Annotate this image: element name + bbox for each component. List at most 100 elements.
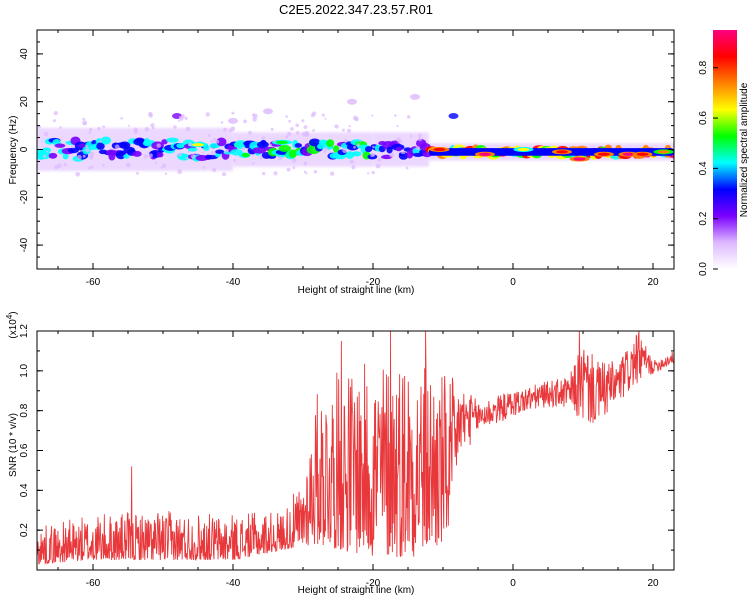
band-peak-core (622, 152, 635, 156)
speckle (273, 171, 278, 176)
speckle (154, 161, 158, 164)
speckle (328, 150, 332, 154)
speckle (59, 126, 62, 129)
speckle (389, 152, 395, 158)
band-blob (187, 147, 198, 152)
speckle (185, 126, 191, 132)
y-tick-label: -40 (19, 237, 30, 252)
speckle (396, 137, 401, 142)
speckle (321, 113, 325, 117)
speckle (127, 124, 131, 127)
speckle (220, 121, 224, 124)
speckle (52, 119, 56, 123)
speckle (311, 111, 317, 116)
band-blob (100, 136, 112, 145)
speckle (230, 126, 236, 132)
speckle (259, 156, 264, 160)
speckle (133, 130, 138, 135)
band-blob (48, 152, 58, 159)
speckle (353, 145, 356, 149)
scatter-blob (347, 98, 357, 105)
band-blob (398, 152, 409, 160)
speckle (241, 147, 246, 151)
spectrogram-x-label: Height of straight line (km) (298, 285, 415, 296)
colorbar-tick-label: 0.8 (698, 60, 709, 74)
speckle (396, 124, 399, 127)
band-blob (215, 149, 225, 154)
speckle (207, 134, 211, 137)
snr-y-label: SNR (10 * v/v) (8, 413, 19, 477)
speckle (181, 114, 185, 118)
speckle (377, 157, 382, 162)
band-blob (326, 139, 335, 148)
y-tick-label: 1.0 (19, 363, 30, 377)
speckle (231, 111, 235, 115)
band-blob (204, 154, 219, 160)
speckle (161, 163, 167, 168)
speckle (187, 150, 191, 153)
speckle (323, 149, 327, 153)
speckle (75, 171, 81, 177)
speckle (126, 162, 131, 168)
snr-chart: -60 -40 -20 0 20 0.2 0.4 0.6 0.8 1.0 1.2 Height o… (5, 311, 675, 596)
band-peak-core (636, 152, 649, 156)
band-peak-core (192, 143, 204, 147)
speckle (288, 119, 292, 123)
speckle (417, 137, 423, 142)
y-tick-label: 1.2 (19, 324, 30, 338)
x-tick-label: -20 (366, 277, 381, 288)
speckle (114, 144, 120, 150)
speckle (207, 152, 210, 156)
scatter-blob (448, 113, 459, 120)
speckle (210, 140, 214, 144)
speckle (394, 114, 397, 117)
band-peak-core (276, 140, 288, 144)
speckle (184, 116, 188, 121)
speckle (372, 145, 375, 149)
speckle (65, 142, 68, 145)
speckle (224, 150, 227, 154)
speckle (277, 155, 283, 161)
speckle (406, 115, 411, 119)
speckle (252, 162, 255, 165)
band-blob (260, 139, 267, 146)
speckle (212, 167, 217, 173)
speckle (85, 147, 90, 153)
band-blob (161, 139, 168, 145)
speckle (409, 134, 413, 138)
band-peak-core (598, 152, 610, 156)
speckle (177, 169, 183, 175)
speckle (99, 139, 103, 143)
speckle (185, 156, 189, 160)
band-blob (386, 146, 393, 154)
speckle (418, 133, 422, 137)
speckle (313, 170, 318, 174)
y-tick-label: 0.6 (19, 443, 30, 457)
snr-x-label: Height of straight line (km) (298, 585, 415, 596)
speckle (371, 114, 374, 117)
band-blob (62, 153, 69, 160)
speckle (83, 122, 87, 126)
speckle (85, 145, 89, 148)
band-blob (395, 146, 402, 152)
band-blob (96, 142, 105, 150)
speckle (148, 153, 153, 158)
speckle (136, 171, 139, 175)
speckle (273, 139, 277, 143)
speckle (178, 115, 182, 119)
band-blob (294, 143, 302, 148)
band-blob (123, 154, 130, 159)
speckle (243, 119, 247, 124)
speckle (88, 131, 91, 134)
band-peak-core (517, 147, 530, 152)
speckle (144, 127, 150, 132)
speckle (156, 143, 161, 148)
speckle (290, 127, 294, 131)
snr-y-multiplier: (x104) (5, 311, 19, 338)
speckle (43, 131, 49, 137)
speckle (223, 127, 227, 132)
speckle (178, 119, 181, 122)
speckle (285, 135, 289, 139)
speckle (54, 165, 59, 170)
snr-series-line (37, 331, 674, 565)
